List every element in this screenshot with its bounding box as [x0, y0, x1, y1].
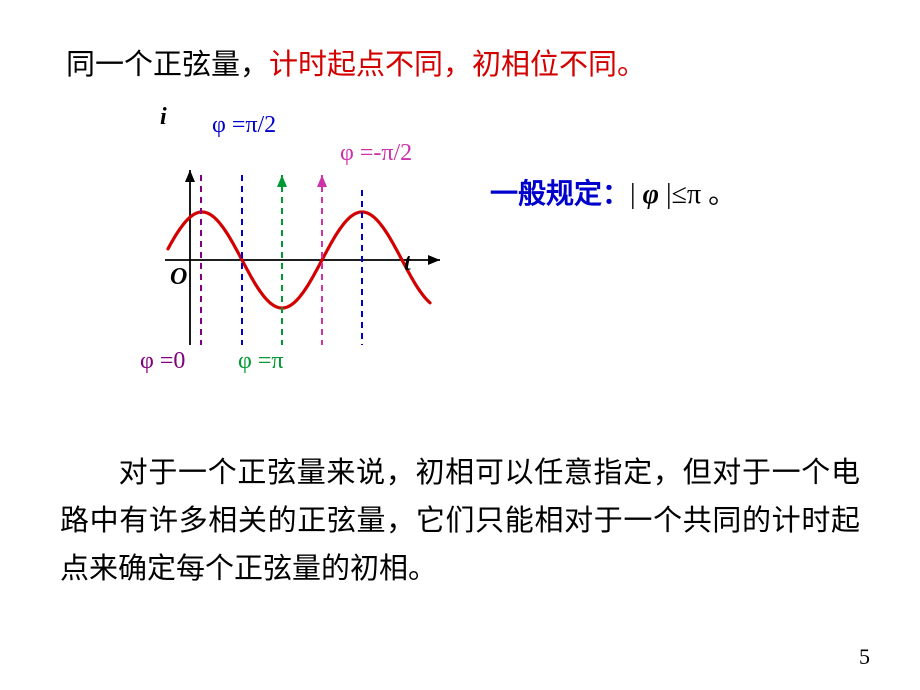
sine-chart: i O t φ =π/2 φ =-π/2 φ =0 φ =π	[150, 110, 450, 370]
heading-black: 同一个正弦量，	[66, 49, 269, 81]
axis-label-t: t	[404, 250, 411, 277]
heading-red: 计时起点不同，初相位不同。	[269, 49, 646, 81]
axis-label-o: O	[170, 264, 187, 291]
rule-label: 一般规定：	[490, 179, 630, 210]
page-number: 5	[859, 644, 870, 670]
rule-text: 一般规定：| φ |≤π 。	[490, 178, 736, 212]
label-phi-pi: φ =π	[238, 348, 284, 375]
body-text: 对于一个正弦量来说，初相可以任意指定，但对于一个电路中有许多相关的正弦量，它们只…	[60, 457, 860, 585]
body-paragraph: 对于一个正弦量来说，初相可以任意指定，但对于一个电路中有许多相关的正弦量，它们只…	[60, 450, 860, 594]
label-phi-pi2: φ =π/2	[212, 112, 276, 139]
rule-phi: φ	[636, 179, 666, 210]
label-phi-negpi2: φ =-π/2	[340, 140, 412, 167]
heading-line: 同一个正弦量，计时起点不同，初相位不同。	[66, 48, 646, 83]
rule-expr-close: |≤π 。	[666, 179, 736, 210]
axis-label-i: i	[160, 104, 167, 131]
label-phi-0: φ =0	[140, 348, 185, 375]
